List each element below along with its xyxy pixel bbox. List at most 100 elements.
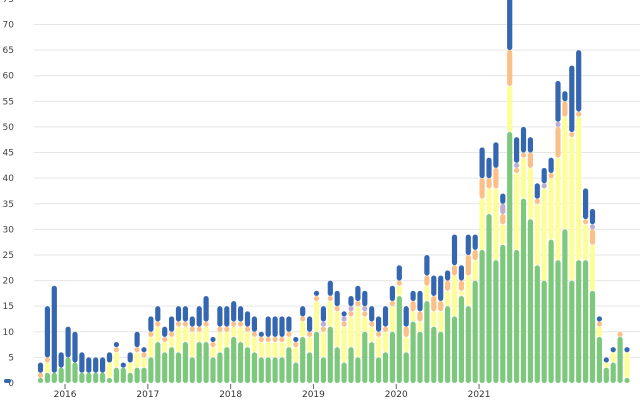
bar-segment-green (514, 249, 520, 383)
bar-segment-blue (175, 306, 182, 322)
bar-segment-orange (396, 280, 402, 286)
bar-segment-yellow (534, 203, 540, 266)
bar-segment-yellow (210, 347, 216, 358)
bar-segment-orange (148, 331, 154, 337)
bar-segment-orange (231, 321, 237, 327)
y-tick-label: 35 (3, 200, 14, 210)
bar-segment-orange (417, 311, 423, 322)
bar-segment-orange (500, 213, 506, 225)
bar-segment-green (93, 372, 99, 383)
bar-segment-orange (486, 178, 492, 189)
bar-segment-blue (231, 301, 237, 322)
bar-segment-yellow (417, 321, 423, 332)
bar-segment-green (417, 331, 423, 383)
bar-segment-blue (155, 306, 161, 322)
bar-segment-yellow (106, 362, 113, 378)
bar-segment-orange (458, 280, 464, 291)
bar-segment-blue (141, 347, 147, 353)
bar-segment-yellow (541, 188, 547, 281)
bar-segment-yellow (355, 306, 361, 358)
bar-segment-orange (376, 331, 382, 337)
bar-segment-blue (410, 290, 416, 302)
bar-segment-yellow (583, 224, 589, 261)
bar-segment-yellow (272, 342, 278, 358)
bar-segment-green (175, 352, 182, 383)
y-tick-label: 50 (3, 123, 15, 133)
bar-segment-green (279, 357, 285, 383)
bar-segment-green (424, 301, 430, 383)
bar-segment-blue (258, 331, 264, 337)
y-tick-label: 10 (3, 328, 15, 338)
bar-segment-orange (527, 152, 533, 168)
bar-segment-yellow (300, 321, 306, 337)
x-tick-label: 2016 (54, 390, 77, 400)
bar-segment-blue (389, 285, 395, 302)
bar-segment-yellow (548, 178, 554, 240)
bar-segment-blue (610, 347, 616, 353)
bar-segment-green (231, 336, 237, 383)
bar-segment-yellow (113, 352, 119, 368)
bar-segment-blue (327, 280, 333, 296)
bar-segment-orange (279, 336, 285, 343)
bar-segment-blue (65, 326, 71, 358)
bar-segment-yellow (520, 157, 527, 199)
bar-segment-yellow (458, 290, 464, 296)
bar-segment-orange (520, 152, 527, 158)
bar-segment-orange (589, 229, 596, 245)
bar-segment-green (465, 306, 471, 383)
bar-segment-green (376, 357, 382, 383)
bar-segment-blue (438, 275, 444, 302)
bar-segment-blue (86, 357, 92, 373)
legend (4, 379, 11, 383)
bar-segment-green (265, 357, 271, 383)
bar-segment-purple (500, 203, 506, 214)
bar-segment-green (445, 306, 451, 383)
bar-segment-blue (355, 285, 361, 302)
bar-segment-orange (596, 321, 602, 327)
bar-segment-yellow (500, 224, 506, 245)
bar-segment-orange (37, 372, 44, 378)
bar-segment-blue (300, 306, 306, 317)
bar-segment-green (100, 372, 106, 383)
x-tick-label: 2017 (136, 390, 159, 400)
bar-segment-orange (410, 301, 416, 312)
bar-segment-orange (348, 311, 354, 317)
y-tick-label: 20 (3, 277, 15, 287)
bar-segment-green (210, 357, 216, 383)
bar-segment-blue (189, 316, 195, 327)
bar-segment-blue (603, 357, 609, 363)
bar-segment-orange (210, 342, 216, 348)
bar-segment-blue (113, 342, 119, 348)
bar-segment-green (603, 367, 609, 383)
bar-segment-orange (534, 198, 540, 204)
bar-segment-green (65, 357, 71, 383)
bar-segment-orange (583, 219, 589, 225)
bar-segment-blue (238, 306, 244, 322)
bar-segment-orange (251, 331, 257, 337)
bar-segment-yellow (589, 244, 596, 291)
bar-segment-orange (189, 326, 195, 332)
bar-segment-orange (286, 331, 292, 337)
bar-segment-green (258, 357, 264, 383)
bar-segment-orange (493, 167, 499, 189)
bar-segment-orange (272, 336, 278, 343)
bar-segment-blue (72, 331, 78, 363)
bar-segment-yellow (603, 362, 609, 368)
bar-segment-blue (527, 137, 533, 153)
bar-segment-blue (348, 295, 354, 307)
bar-segment-green (162, 352, 168, 383)
bar-segment-yellow (424, 285, 430, 302)
bar-segment-blue (382, 306, 389, 327)
bar-segment-yellow (175, 326, 182, 353)
bar-segment-yellow (527, 167, 533, 220)
bar-segment-yellow (320, 331, 326, 358)
bar-segment-green (155, 342, 161, 383)
bar-segment-green (224, 347, 230, 383)
y-tick-label: 65 (3, 46, 14, 56)
bar-segment-purple (320, 321, 326, 327)
bar-segment-orange (162, 336, 168, 343)
bar-segment-blue (148, 316, 154, 332)
bar-segment-blue (79, 352, 85, 373)
bar-segment-yellow (569, 137, 575, 281)
bar-segment-blue (589, 208, 596, 225)
